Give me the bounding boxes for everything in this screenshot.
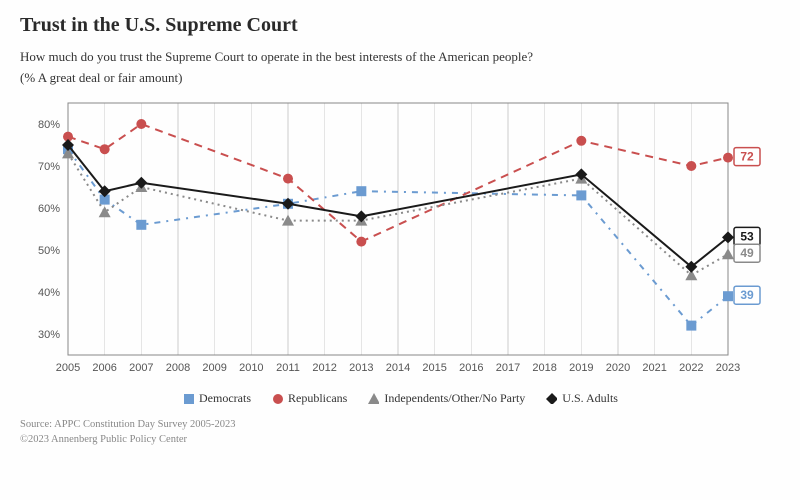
legend: Democrats Republicans Independents/Other/N… <box>20 391 780 409</box>
svg-text:2011: 2011 <box>276 362 300 374</box>
svg-text:2022: 2022 <box>679 362 703 374</box>
legend-label: Republicans <box>288 391 347 406</box>
svg-text:80%: 80% <box>38 119 60 131</box>
chart-subtitle-1: How much do you trust the Supreme Court … <box>20 49 780 66</box>
svg-text:2021: 2021 <box>642 362 666 374</box>
svg-text:49: 49 <box>740 246 754 260</box>
svg-text:30%: 30% <box>38 329 60 341</box>
svg-text:2013: 2013 <box>349 362 373 374</box>
svg-text:2007: 2007 <box>129 362 153 374</box>
chart-subtitle-2: (% A great deal or fair amount) <box>20 70 780 87</box>
legend-item-democrats: Democrats <box>182 391 251 406</box>
svg-text:70%: 70% <box>38 161 60 173</box>
legend-label: Democrats <box>199 391 251 406</box>
line-chart: 2005 2006 2007 2008 2009 2010 2011 2012 2013 2014… <box>20 93 780 383</box>
source-line-2: ©2023 Annenberg Public Policy Center <box>20 433 780 448</box>
svg-text:72: 72 <box>740 149 754 163</box>
svg-text:2005: 2005 <box>56 362 80 374</box>
svg-text:2014: 2014 <box>386 362 410 374</box>
svg-text:2018: 2018 <box>532 362 556 374</box>
svg-text:2008: 2008 <box>166 362 190 374</box>
svg-text:53: 53 <box>740 229 754 243</box>
svg-text:2010: 2010 <box>239 362 263 374</box>
legend-item-independents: Independents/Other/No Party <box>367 391 525 406</box>
svg-text:2017: 2017 <box>496 362 520 374</box>
svg-text:2009: 2009 <box>202 362 226 374</box>
svg-text:2023: 2023 <box>716 362 740 374</box>
svg-text:2006: 2006 <box>92 362 116 374</box>
svg-text:2016: 2016 <box>459 362 483 374</box>
svg-text:2015: 2015 <box>422 362 446 374</box>
legend-item-republicans: Republicans <box>271 391 347 406</box>
legend-label: Independents/Other/No Party <box>384 391 525 406</box>
chart-title: Trust in the U.S. Supreme Court <box>20 14 780 37</box>
svg-text:2019: 2019 <box>569 362 593 374</box>
svg-text:2012: 2012 <box>312 362 336 374</box>
svg-text:60%: 60% <box>38 203 60 215</box>
chart-area: 2005 2006 2007 2008 2009 2010 2011 2012 2013 2014… <box>20 93 780 383</box>
legend-label: U.S. Adults <box>562 391 618 406</box>
svg-text:50%: 50% <box>38 245 60 257</box>
svg-text:40%: 40% <box>38 287 60 299</box>
svg-text:39: 39 <box>740 288 754 302</box>
legend-item-adults: U.S. Adults <box>545 391 618 406</box>
svg-text:2020: 2020 <box>606 362 630 374</box>
source-line-1: Source: APPC Constitution Day Survey 200… <box>20 418 780 433</box>
